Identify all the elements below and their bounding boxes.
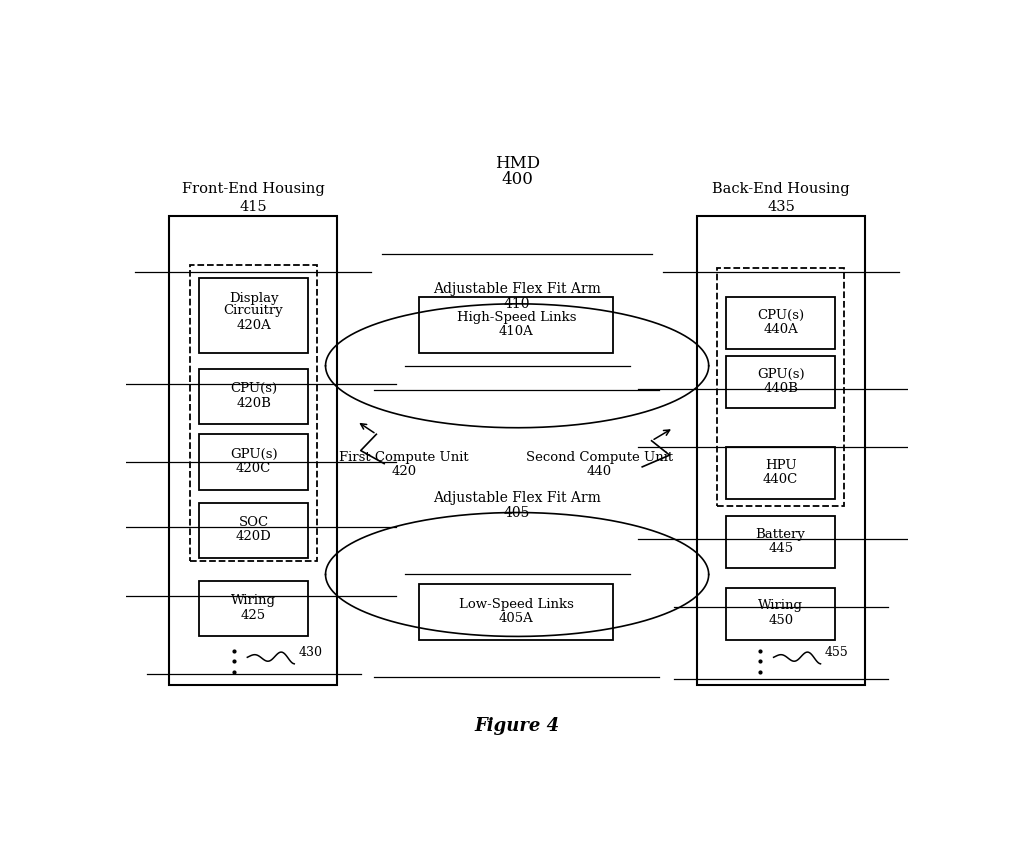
Text: 405: 405: [503, 506, 531, 519]
FancyBboxPatch shape: [725, 356, 835, 408]
Text: HMD: HMD: [494, 155, 540, 172]
Text: High-Speed Links: High-Speed Links: [457, 311, 576, 324]
Text: Adjustable Flex Fit Arm: Adjustable Flex Fit Arm: [433, 491, 601, 505]
Text: 435: 435: [767, 200, 795, 213]
Text: 420: 420: [391, 465, 417, 478]
Text: 455: 455: [824, 646, 849, 659]
Text: 440B: 440B: [763, 382, 798, 395]
FancyBboxPatch shape: [199, 278, 309, 352]
FancyBboxPatch shape: [199, 369, 309, 424]
Text: 405A: 405A: [499, 612, 534, 625]
Text: GPU(s): GPU(s): [230, 448, 277, 461]
Text: 430: 430: [299, 646, 322, 659]
FancyBboxPatch shape: [199, 581, 309, 636]
Text: Wiring: Wiring: [758, 600, 803, 612]
FancyBboxPatch shape: [725, 447, 835, 500]
Text: CPU(s): CPU(s): [230, 383, 277, 396]
Text: HPU: HPU: [765, 459, 796, 472]
Text: 400: 400: [501, 171, 533, 188]
Text: SOC: SOC: [238, 516, 268, 529]
Text: Wiring: Wiring: [231, 595, 276, 607]
FancyBboxPatch shape: [199, 435, 309, 490]
FancyBboxPatch shape: [170, 216, 337, 685]
FancyBboxPatch shape: [697, 216, 865, 685]
Text: First Compute Unit: First Compute Unit: [339, 451, 468, 463]
FancyBboxPatch shape: [420, 584, 613, 639]
Text: CPU(s): CPU(s): [757, 309, 804, 322]
Text: 420C: 420C: [236, 462, 271, 475]
Text: 425: 425: [241, 609, 266, 622]
Text: Second Compute Unit: Second Compute Unit: [526, 451, 673, 463]
FancyBboxPatch shape: [725, 297, 835, 350]
Text: 445: 445: [768, 542, 793, 555]
Text: Figure 4: Figure 4: [474, 717, 560, 735]
FancyBboxPatch shape: [420, 297, 613, 352]
Text: 420A: 420A: [236, 318, 271, 331]
FancyBboxPatch shape: [725, 588, 835, 639]
Text: GPU(s): GPU(s): [757, 368, 804, 381]
Text: 420D: 420D: [236, 530, 271, 544]
Text: Circuitry: Circuitry: [224, 303, 284, 317]
Text: Battery: Battery: [756, 528, 805, 540]
Text: Front-End Housing: Front-End Housing: [182, 182, 325, 197]
Text: Low-Speed Links: Low-Speed Links: [459, 598, 574, 611]
Text: 410: 410: [503, 296, 531, 311]
Text: 410A: 410A: [499, 325, 534, 338]
Text: 440C: 440C: [763, 473, 798, 486]
Text: 440: 440: [586, 465, 611, 478]
Text: 440A: 440A: [763, 324, 798, 336]
Text: 415: 415: [239, 200, 267, 213]
FancyBboxPatch shape: [199, 503, 309, 558]
Text: Back-End Housing: Back-End Housing: [712, 182, 850, 197]
FancyBboxPatch shape: [725, 516, 835, 568]
Text: 450: 450: [768, 613, 793, 627]
Text: Adjustable Flex Fit Arm: Adjustable Flex Fit Arm: [433, 282, 601, 296]
Text: Display: Display: [229, 291, 278, 305]
Text: 420B: 420B: [236, 396, 271, 410]
